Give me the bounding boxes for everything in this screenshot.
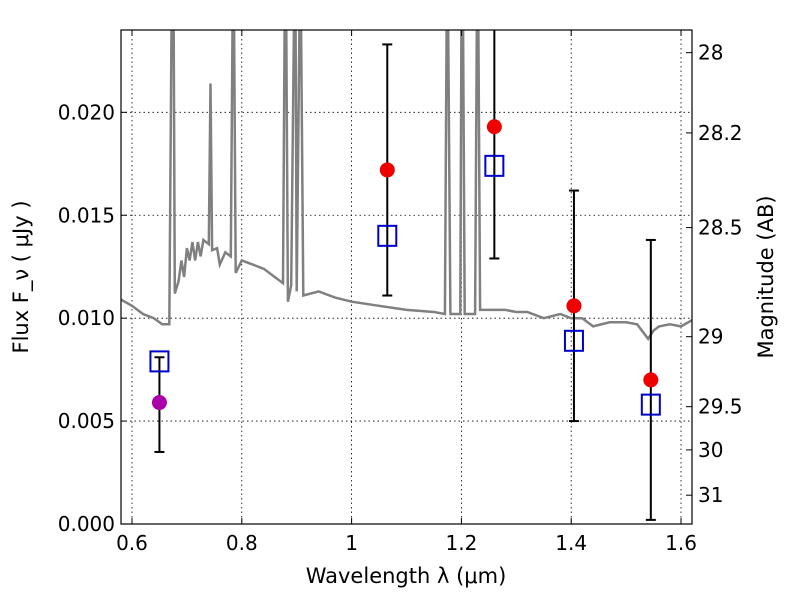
right-tick-label: 29: [698, 325, 723, 349]
data-points: [149, 119, 661, 416]
observed-point: [151, 395, 167, 411]
x-tick-label: 0.6: [116, 531, 148, 555]
right-tick-label: 28.5: [698, 216, 743, 240]
x-tick-label: 1.6: [665, 531, 697, 555]
model-point: [149, 350, 170, 373]
y-tick-label: 0.015: [58, 203, 115, 227]
observed-point: [566, 298, 582, 314]
grid-lines: [121, 30, 692, 525]
model-point: [640, 393, 661, 416]
plot-frame: [120, 29, 693, 525]
sed-curve-group: [121, 30, 692, 341]
observed-point: [379, 162, 395, 178]
axis-ticks: 0.6 0.8 1 1.2 1.4 1.6 0.000 0.005 0.010 0.015 0.02…: [58, 30, 743, 555]
x-tick-label: 1: [345, 531, 358, 555]
right-axis-label: Magnitude (AB): [754, 195, 778, 358]
model-point: [563, 329, 584, 352]
observed-point: [643, 372, 659, 388]
model-point: [484, 154, 505, 177]
y-tick-label: 0.010: [58, 306, 115, 330]
right-tick-label: 29.5: [698, 395, 743, 419]
x-tick-label: 1.2: [445, 531, 477, 555]
sed-curve: [121, 30, 692, 341]
right-tick-label: 30: [698, 438, 723, 462]
x-tick-label: 0.8: [226, 531, 258, 555]
observed-point: [486, 119, 502, 135]
right-tick-label: 28: [698, 41, 723, 65]
right-tick-label: 28.2: [698, 121, 743, 145]
error-bars: [154, 30, 656, 521]
x-axis-label: Wavelength λ (μm): [306, 564, 507, 588]
y-tick-label: 0.020: [58, 100, 115, 124]
x-tick-label: 1.4: [555, 531, 587, 555]
y-tick-label: 0.000: [58, 512, 115, 536]
right-tick-label: 31: [698, 483, 723, 507]
y-tick-label: 0.005: [58, 409, 115, 433]
model-point: [377, 224, 398, 247]
y-axis-label: Flux F_ν ( μJy ): [9, 200, 34, 353]
